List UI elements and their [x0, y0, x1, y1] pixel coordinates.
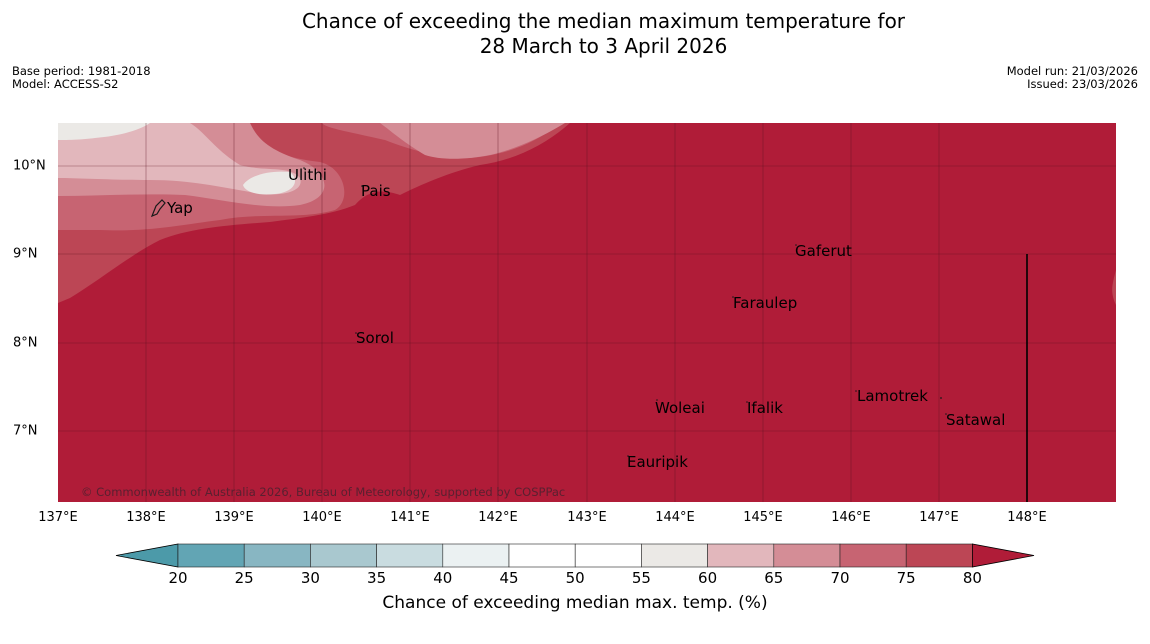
- copyright-notice: © Commonwealth of Australia 2026, Bureau…: [81, 485, 566, 499]
- colorbar: [115, 543, 1035, 568]
- colorbar-segment: [508, 543, 576, 568]
- lon-label: 137°E: [38, 510, 78, 525]
- colorbar-over-arrow: [972, 543, 1035, 568]
- lon-label: 145°E: [743, 510, 783, 525]
- meta-right: Model run: 21/03/2026 Issued: 23/03/2026: [1007, 65, 1138, 91]
- graticule: [58, 123, 1116, 502]
- place-label-satawal: Satawal: [946, 411, 1006, 429]
- place-label-woleai: Woleai: [655, 399, 705, 417]
- lon-label: 143°E: [567, 510, 607, 525]
- map-title: Chance of exceeding the median maximum t…: [0, 9, 1150, 59]
- lon-label: 142°E: [478, 510, 518, 525]
- meta-left: Base period: 1981-2018 Model: ACCESS-S2: [12, 65, 151, 91]
- lon-label: 139°E: [214, 510, 254, 525]
- place-label-gaferut: Gaferut: [795, 242, 852, 260]
- colorbar-tick-label: 20: [168, 569, 188, 587]
- lat-label: 7°N: [13, 423, 38, 439]
- place-label-pais: Pais: [361, 182, 391, 200]
- band-65-70-east: [380, 123, 565, 159]
- colorbar-segment: [177, 543, 245, 568]
- colorbar-tick-label: 50: [565, 569, 585, 587]
- place-label-ifalik: Ifalik: [747, 399, 783, 417]
- lat-label: 9°N: [13, 246, 38, 262]
- title-line-1: Chance of exceeding the median maximum t…: [301, 9, 906, 33]
- colorbar-segment: [442, 543, 510, 568]
- band-75-80-east-edge: [1112, 270, 1116, 305]
- issued-date: Issued: 23/03/2026: [1027, 77, 1138, 91]
- lon-label: 146°E: [831, 510, 871, 525]
- colorbar-tick-label: 65: [764, 569, 784, 587]
- colorbar-tick-label: 80: [962, 569, 982, 587]
- colorbar-segment: [641, 543, 708, 568]
- lon-label: 147°E: [919, 510, 959, 525]
- base-period: Base period: 1981-2018: [12, 64, 151, 78]
- colorbar-tick-label: 70: [830, 569, 850, 587]
- colorbar-tick-label: 60: [698, 569, 718, 587]
- island-markers: [150, 167, 947, 457]
- lat-label: 10°N: [13, 158, 46, 174]
- model-run: Model run: 21/03/2026: [1006, 64, 1138, 78]
- colorbar-tick-label: 40: [433, 569, 453, 587]
- place-label-ulithi: Ulithi: [288, 166, 327, 184]
- place-label-sorol: Sorol: [356, 329, 394, 347]
- lon-label: 148°E: [1007, 510, 1047, 525]
- colorbar-tick-label: 30: [300, 569, 320, 587]
- colorbar-segment: [243, 543, 311, 568]
- band-60-65: [58, 123, 301, 195]
- lat-label: 8°N: [13, 335, 38, 351]
- colorbar-tick-label: 45: [499, 569, 519, 587]
- colorbar-segment: [839, 543, 907, 568]
- lon-label: 140°E: [302, 510, 342, 525]
- band-55-60: [58, 123, 150, 140]
- lon-label: 144°E: [655, 510, 695, 525]
- lon-label: 141°E: [390, 510, 430, 525]
- colorbar-segment: [773, 543, 841, 568]
- yap-island-shape: [150, 199, 166, 218]
- place-label-faraulep: Faraulep: [733, 294, 798, 312]
- place-label-yap: Yap: [167, 199, 193, 217]
- place-label-eauripik: Eauripik: [627, 453, 688, 471]
- title-line-2: 28 March to 3 April 2026: [479, 34, 728, 58]
- colorbar-tick-label: 75: [896, 569, 916, 587]
- colorbar-segment: [310, 543, 377, 568]
- band-55-60-ulithi: [243, 171, 295, 195]
- colorbar-tick-label: 35: [367, 569, 387, 587]
- place-label-lamotrek: Lamotrek: [857, 387, 928, 405]
- colorbar-tick-label: 25: [234, 569, 254, 587]
- colorbar-tick-label: 55: [631, 569, 651, 587]
- colorbar-segment: [707, 543, 775, 568]
- colorbar-under-arrow: [115, 543, 179, 568]
- probability-field: [58, 123, 1116, 502]
- colorbar-segment: [574, 543, 642, 568]
- model-name: Model: ACCESS-S2: [12, 77, 119, 91]
- colorbar-segment: [905, 543, 973, 568]
- lon-label: 138°E: [126, 510, 166, 525]
- colorbar-segment: [376, 543, 444, 568]
- colorbar-label: Chance of exceeding median max. temp. (%…: [382, 593, 768, 613]
